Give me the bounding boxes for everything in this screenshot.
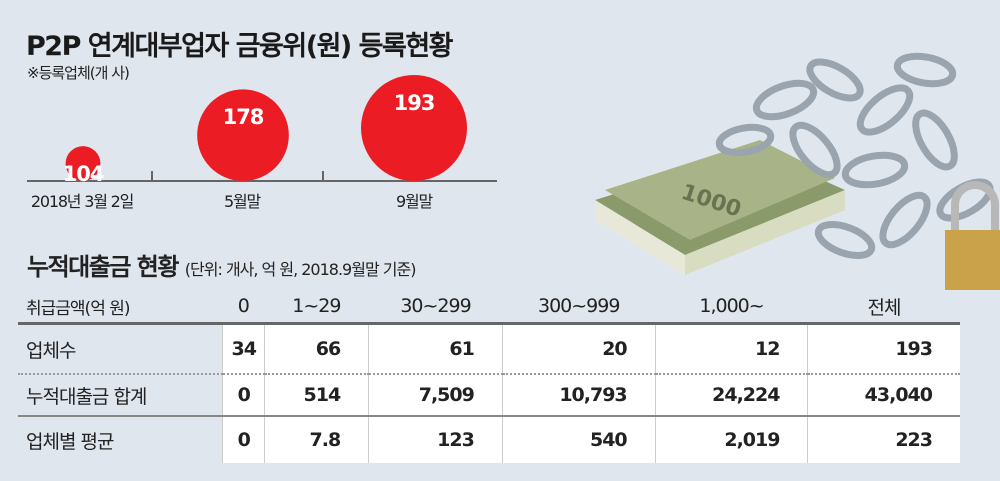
bubble	[65, 146, 101, 181]
table-cell: 0	[222, 374, 265, 417]
column-header: 1,000~	[655, 290, 808, 325]
table-cell: 540	[501, 416, 656, 463]
money-stack: 1000	[595, 140, 845, 275]
table-cell: 193	[807, 323, 960, 375]
table-cell: 61	[368, 323, 503, 375]
table-title-text: 누적대출금 현황	[27, 253, 179, 281]
column-header: 300~999	[502, 290, 656, 325]
table-cell: 20	[501, 323, 656, 375]
bubble-value-label: 178	[222, 105, 265, 130]
table-row: 업체별 평균 0 7.8 123 540 2,019 223	[18, 416, 960, 463]
column-header: 0	[222, 290, 265, 325]
row-label: 업체수	[18, 323, 223, 375]
table-subtitle: (단위: 개사, 억 원, 2018.9월말 기준)	[184, 260, 417, 279]
table-cell: 223	[807, 416, 960, 463]
x-label: 2018년 3월 2일	[30, 192, 134, 211]
table-cell: 123	[368, 416, 503, 463]
column-header: 전체	[807, 290, 960, 325]
bubble-chart	[27, 75, 497, 182]
table-cell: 7,509	[368, 374, 503, 417]
bubble	[361, 75, 467, 181]
table-cell: 66	[263, 323, 369, 375]
table-cell: 43,040	[807, 374, 960, 417]
padlock	[945, 181, 1000, 290]
column-header: 취급금액(억 원)	[18, 290, 223, 325]
table-cell: 2,019	[654, 416, 808, 463]
table-row: 누적대출금 합계 0 514 7,509 10,793 24,224 43,040	[18, 374, 960, 417]
column-header: 30~299	[368, 290, 503, 325]
table-title: 누적대출금 현황 (단위: 개사, 억 원, 2018.9월말 기준)	[27, 247, 417, 282]
chained-money-photo: 1000	[595, 52, 1000, 290]
table-cell: 24,224	[654, 374, 808, 417]
table-cell: 0	[222, 416, 265, 463]
bubble-value-label: 104	[62, 162, 105, 187]
chart-subtitle: ※등록업체(개 사)	[27, 64, 130, 82]
bubble	[197, 89, 289, 181]
bubble-value-label: 193	[393, 91, 436, 115]
table-cell: 12	[654, 323, 808, 375]
table-cell: 7.8	[263, 416, 369, 463]
table-row: 업체수 34 66 61 20 12 193	[18, 323, 960, 375]
x-label: 5월말	[223, 192, 261, 211]
table-cell: 34	[222, 323, 265, 375]
table-cell: 10,793	[501, 374, 656, 417]
row-label: 누적대출금 합계	[18, 374, 223, 417]
x-label: 9월말	[395, 192, 433, 211]
column-header: 1~29	[264, 290, 369, 325]
table-cell: 514	[263, 374, 369, 417]
row-label: 업체별 평균	[18, 416, 223, 463]
chain	[715, 52, 994, 260]
chart-title: P2P 연계대부업자 금융위(원) 등록현황	[26, 31, 454, 62]
loan-table: 취급금액(억 원) 0 1~29 30~299 300~999 1,000~ 전체 업체수 3…	[18, 290, 960, 463]
